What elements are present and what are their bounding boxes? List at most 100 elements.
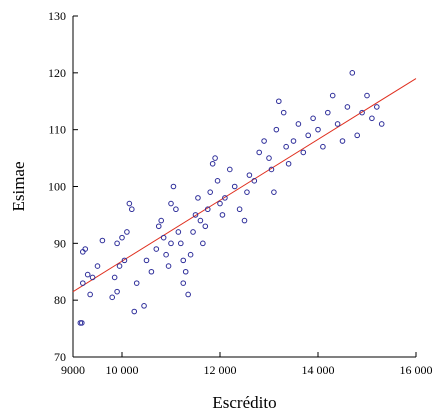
data-point (271, 189, 277, 195)
data-point (114, 288, 120, 295)
data-point (231, 183, 238, 190)
data-point (290, 138, 297, 144)
y-tick-label: 70 (54, 350, 66, 364)
data-point (165, 263, 172, 269)
data-point (204, 206, 211, 213)
data-point (209, 160, 216, 167)
data-point (217, 200, 223, 207)
data-point (359, 109, 365, 116)
y-tick-label: 90 (54, 236, 66, 250)
data-point (285, 160, 292, 167)
data-point (190, 229, 196, 235)
data-point (369, 115, 375, 122)
axes-frame (72, 16, 416, 358)
data-point (283, 143, 289, 150)
data-point (116, 263, 123, 269)
data-point (268, 166, 275, 173)
data-point (329, 92, 336, 99)
data-point (197, 217, 204, 224)
x-axis-title: Escrédito (212, 393, 276, 412)
data-point (126, 200, 133, 207)
data-point (80, 280, 86, 286)
data-point (195, 195, 201, 201)
data-point (241, 217, 248, 224)
x-tick-label: 10 000 (106, 363, 139, 377)
data-point (364, 92, 370, 99)
data-point (124, 229, 130, 235)
y-tick-label: 130 (48, 9, 66, 23)
data-point (315, 126, 321, 133)
data-point (175, 229, 182, 235)
data-point (202, 223, 209, 230)
data-point (133, 280, 140, 286)
data-point (180, 257, 187, 264)
data-point (273, 126, 280, 133)
data-point (180, 280, 187, 286)
data-point (163, 251, 169, 258)
data-point (87, 291, 93, 298)
data-point (170, 183, 177, 190)
data-point (89, 274, 96, 281)
data-point (219, 212, 226, 218)
data-point (300, 149, 307, 156)
data-point (236, 206, 243, 213)
data-point (214, 178, 221, 184)
data-point (334, 121, 341, 127)
data-point (344, 104, 351, 110)
data-point (168, 240, 174, 247)
data-point (320, 143, 326, 150)
y-axis-title: Esimae (9, 161, 28, 211)
data-point (354, 132, 361, 139)
points-layer (77, 70, 385, 326)
data-point (276, 98, 282, 105)
data-point (280, 109, 287, 116)
ticks-layer (72, 15, 417, 358)
data-point (121, 257, 128, 264)
data-point (141, 303, 147, 309)
data-point (79, 320, 85, 326)
data-point (109, 294, 115, 301)
data-point (266, 155, 272, 161)
data-point (227, 166, 233, 173)
data-point (84, 271, 91, 278)
y-tick-label: 100 (48, 180, 66, 194)
data-point (349, 70, 356, 76)
x-tick-label: 14 000 (302, 363, 335, 377)
data-point (339, 138, 346, 144)
data-point (295, 121, 302, 127)
y-tick-label: 110 (48, 123, 66, 137)
data-point (200, 240, 206, 247)
data-point (310, 115, 316, 122)
data-point (82, 246, 89, 252)
fit-line (72, 78, 417, 293)
data-point (187, 251, 194, 258)
data-point (158, 217, 164, 224)
data-point (99, 237, 106, 244)
data-point (222, 195, 228, 201)
data-point (153, 246, 160, 252)
y-tick-label: 120 (48, 66, 66, 80)
data-point (148, 268, 155, 275)
data-point (192, 212, 199, 218)
data-point (207, 189, 213, 195)
data-point (178, 240, 184, 247)
tick-labels-layer: 70 80 90 100 110 120 130 9000 10 000 12 000 14 000… (48, 9, 433, 377)
x-tick-label: 12 000 (204, 363, 237, 377)
data-point (160, 234, 167, 241)
data-point (114, 240, 120, 247)
data-point (94, 263, 101, 269)
data-point (168, 200, 174, 207)
data-point (244, 189, 250, 195)
data-point (111, 274, 118, 281)
data-point (212, 155, 218, 161)
data-point (261, 138, 267, 144)
data-point (155, 223, 162, 230)
data-point (251, 178, 258, 184)
data-point (143, 257, 150, 264)
data-point (182, 268, 189, 275)
data-point (185, 291, 191, 298)
data-point (173, 206, 179, 213)
x-tick-label: 9000 (61, 363, 85, 377)
data-point (378, 121, 385, 127)
